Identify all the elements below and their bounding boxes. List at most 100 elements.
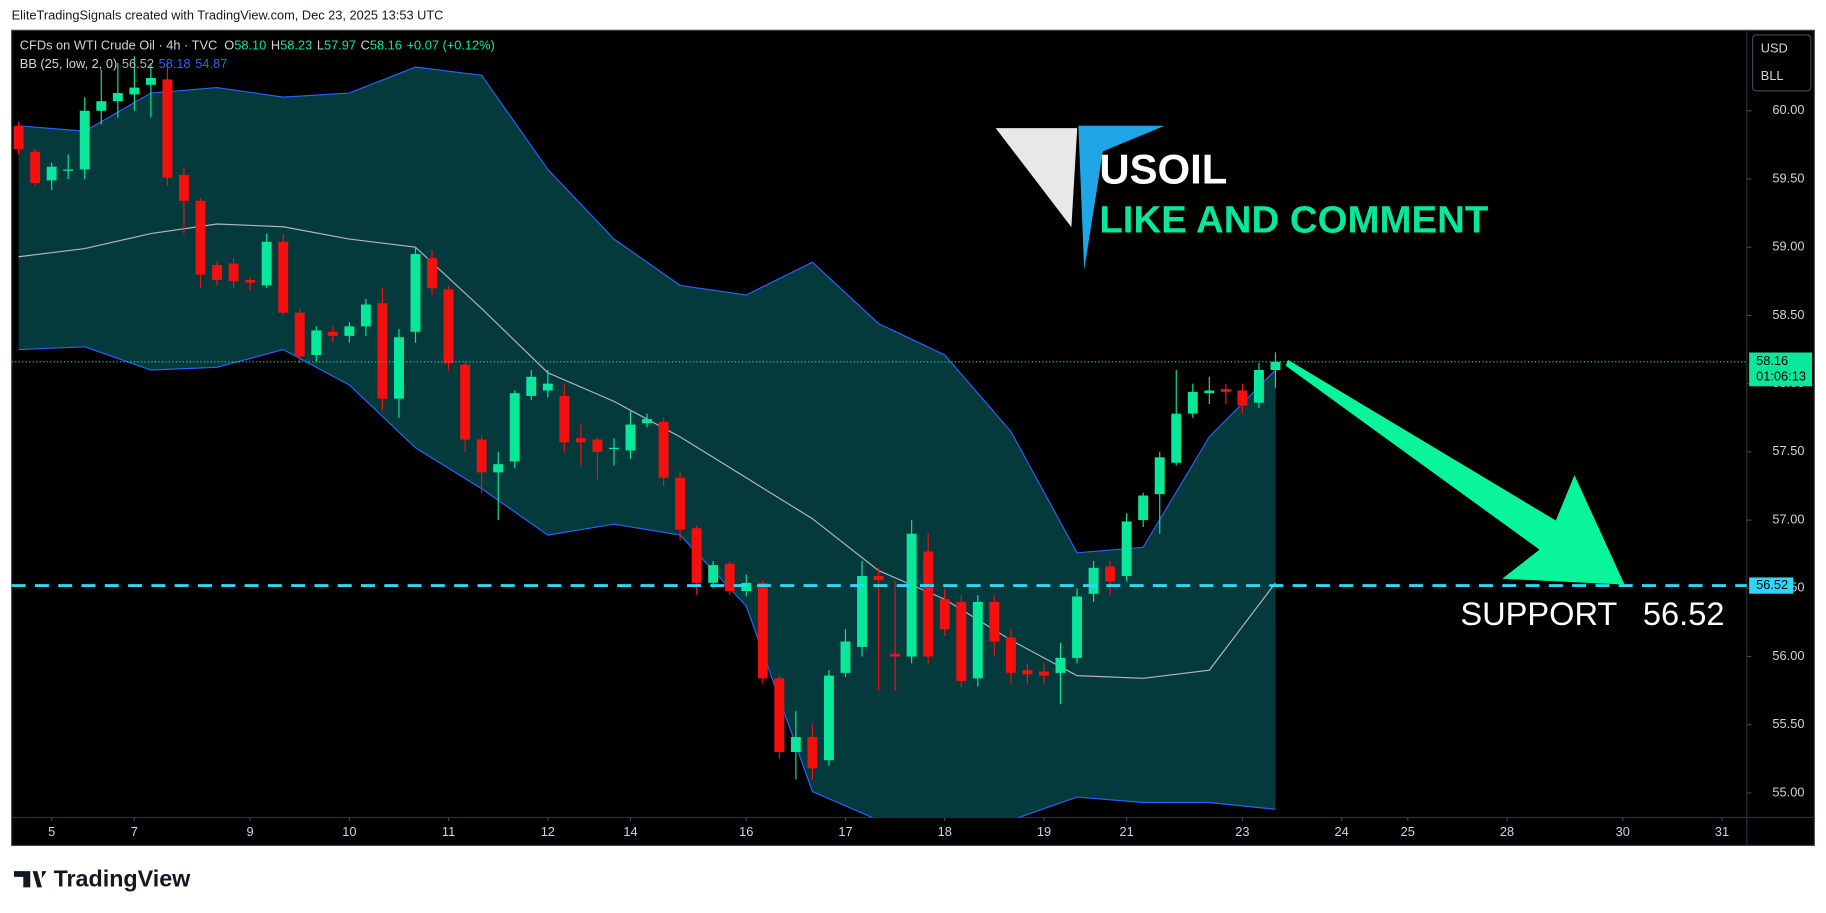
plot-area <box>13 56 1281 818</box>
x-tick-label: 28 <box>1500 824 1514 839</box>
candle-body <box>774 678 785 753</box>
candle-body <box>1237 390 1248 406</box>
candle-body <box>989 601 1000 642</box>
last-price-label: 58.16 <box>1756 353 1788 368</box>
candle-body <box>1187 391 1198 414</box>
candle-body <box>509 393 520 462</box>
legend-ohlc-key: C <box>361 38 370 53</box>
annotation-usoil: USOIL <box>1099 145 1227 192</box>
candle-body <box>823 675 834 761</box>
legend-ohlc-key: O <box>224 38 234 53</box>
watermark: EliteTradingSignals created with Trading… <box>12 8 444 23</box>
legend-ohlc-key: H <box>271 38 280 53</box>
candle-body <box>30 151 41 184</box>
candle-body <box>542 383 553 391</box>
candle-body <box>642 419 652 424</box>
legend-bands-name: BB (25, low, 2, 0) <box>20 57 117 72</box>
y-tick-label: 59.00 <box>1772 239 1804 254</box>
candle-body <box>13 125 24 149</box>
candle-body <box>294 312 305 357</box>
candle-body <box>63 169 74 171</box>
candle-body <box>1105 566 1116 582</box>
legend-ohlc-value: 58.23 <box>280 38 312 53</box>
y-tick-label: 56.00 <box>1772 648 1804 663</box>
candle-body <box>1088 567 1099 594</box>
legend-main: CFDs on WTI Crude Oil · 4h · TVC O58.10 H5… <box>20 38 495 53</box>
candle-body <box>906 533 917 657</box>
x-tick-label: 12 <box>541 824 555 839</box>
candle-body <box>410 254 421 332</box>
candle-body <box>427 258 438 289</box>
x-tick-label: 31 <box>1715 824 1729 839</box>
candle-body <box>890 653 901 657</box>
candle-body <box>129 87 140 95</box>
legend-title: CFDs on WTI Crude Oil · 4h · TVC <box>20 38 217 53</box>
candle-body <box>1171 413 1182 463</box>
legend-bands-value: 56.52 <box>122 57 154 72</box>
x-tick-label: 24 <box>1335 824 1349 839</box>
brand: TradingView <box>54 866 192 892</box>
support-tag <box>1749 577 1794 594</box>
legend-bands-value: 54.87 <box>195 57 227 72</box>
x-tick-label: 9 <box>247 824 254 839</box>
candle-body <box>1038 671 1049 676</box>
candle-body <box>195 200 206 275</box>
y-tick-label: 57.00 <box>1772 511 1804 526</box>
candle-body <box>1270 361 1281 371</box>
candle-body <box>1121 521 1132 577</box>
candle-body <box>840 641 851 673</box>
candle-body <box>708 565 719 583</box>
support-annotation-label: SUPPORT <box>1460 594 1617 631</box>
y-tick-label: 55.50 <box>1772 716 1804 731</box>
candle-body <box>1072 596 1082 658</box>
candle-body <box>807 737 818 769</box>
candle-body <box>1138 495 1149 521</box>
candle-body <box>112 93 123 102</box>
overlay: USOIL LIKE AND COMMENT USD BLL TradingVi… <box>13 34 1812 892</box>
legend-ohlc-value: 58.10 <box>234 38 266 53</box>
y-tick-label: 55.00 <box>1772 784 1804 799</box>
candle-body <box>608 447 619 450</box>
annotation-like: LIKE AND COMMENT <box>1099 199 1489 242</box>
x-tick-label: 23 <box>1235 824 1249 839</box>
countdown-label: 01:06:13 <box>1756 368 1806 383</box>
x-tick-label: 5 <box>48 824 55 839</box>
candle-body <box>790 737 801 753</box>
y-tick-label: 58.50 <box>1772 307 1804 322</box>
candle-body <box>592 439 603 452</box>
candle-body <box>179 174 189 201</box>
legend-ohlc-value: 57.97 <box>324 38 356 53</box>
currency: USD <box>1761 40 1788 55</box>
candle-body <box>46 166 57 181</box>
x-tick-label: 7 <box>131 824 138 839</box>
candle-body <box>972 601 983 679</box>
candle-body <box>145 78 156 85</box>
candle-body <box>1005 637 1016 673</box>
legend-ohlc-key: L <box>317 38 324 53</box>
candle-body <box>526 376 537 396</box>
logo-white <box>995 128 1078 228</box>
candle-body <box>923 551 934 657</box>
candle-body <box>261 241 272 286</box>
candle-body <box>360 304 371 327</box>
unit: BLL <box>1761 68 1784 83</box>
x-tick-label: 19 <box>1037 824 1051 839</box>
candle-body <box>559 395 570 443</box>
legend-change: +0.07 (+0.12%) <box>407 38 495 53</box>
candle-body <box>939 599 950 630</box>
legend-bands: BB (25, low, 2, 0) 56.52 58.18 54.87 <box>20 57 228 72</box>
x-tick-label: 30 <box>1616 824 1630 839</box>
candle-body <box>278 241 289 313</box>
candle-body <box>212 264 223 280</box>
x-tick-label: 21 <box>1120 824 1134 839</box>
y-tick-label: 57.50 <box>1772 443 1804 458</box>
candle-body <box>575 438 586 443</box>
logo-blue <box>1078 125 1165 271</box>
y-tick-label: 60.00 <box>1772 102 1804 117</box>
arrow <box>1285 359 1625 585</box>
x-tick-label: 11 <box>442 824 455 839</box>
candle-body <box>658 421 669 478</box>
candle-body <box>228 263 239 282</box>
candle-body <box>1055 657 1066 673</box>
